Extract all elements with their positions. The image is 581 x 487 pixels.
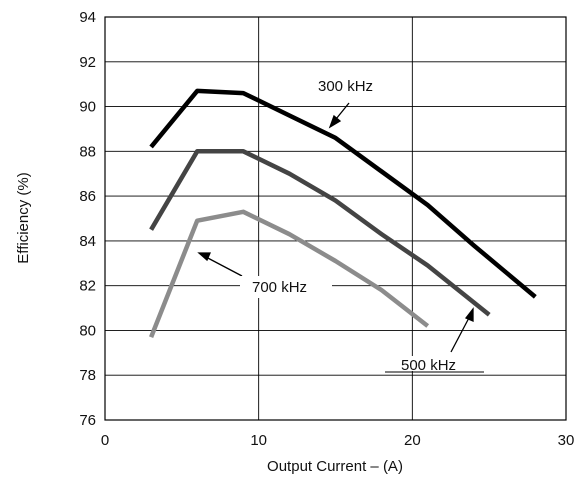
annotation-500khz: 500 kHz <box>401 357 456 374</box>
y-tick-label: 84 <box>79 233 96 250</box>
tick-labels: 76 78 80 82 84 86 88 90 92 94 0 10 20 30 <box>79 9 574 449</box>
y-tick-label: 76 <box>79 412 96 429</box>
label-bg-300khz <box>313 75 385 95</box>
arrow-500khz <box>450 313 472 353</box>
x-tick-label: 20 <box>404 432 421 449</box>
series-line-300-khz <box>149 88 537 299</box>
y-tick-label: 88 <box>79 143 96 160</box>
x-tick-label: 10 <box>250 432 267 449</box>
x-tick-label: 0 <box>101 432 109 449</box>
arrow-700khz <box>203 255 243 277</box>
y-tick-label: 94 <box>79 9 96 26</box>
series-lines <box>149 88 537 339</box>
annotation-300khz: 300 kHz <box>318 78 373 95</box>
series-line-700-khz <box>149 209 430 339</box>
annotation-arrows <box>197 102 474 353</box>
y-tick-label: 86 <box>79 188 96 205</box>
arrowhead-700khz <box>197 252 211 262</box>
label-bg-500khz <box>398 356 470 371</box>
arrowhead-300khz <box>328 114 342 129</box>
y-tick-label: 92 <box>79 54 96 71</box>
annotation-700khz: 700 kHz <box>252 279 307 296</box>
y-tick-label: 82 <box>79 278 96 295</box>
y-axis-title: Efficiency (%) <box>15 172 32 263</box>
x-tick-label: 30 <box>558 432 575 449</box>
plot-frame <box>104 16 567 421</box>
y-tick-label: 78 <box>79 367 96 384</box>
y-tick-label: 80 <box>79 322 96 339</box>
x-axis-title: Output Current – (A) <box>267 458 403 475</box>
series-line-500-khz <box>149 149 491 317</box>
arrowhead-500khz <box>464 307 474 322</box>
y-tick-label: 90 <box>79 99 96 116</box>
label-bg-700khz <box>240 276 332 298</box>
